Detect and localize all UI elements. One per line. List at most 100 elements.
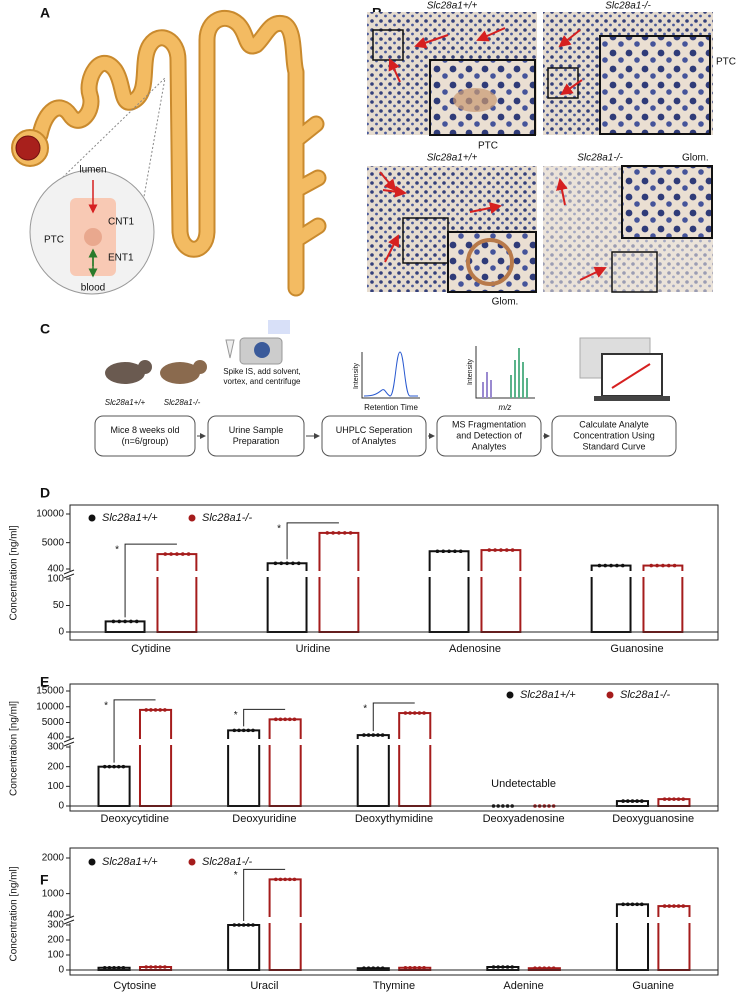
data-point bbox=[232, 728, 237, 733]
cnt1-label: CNT1 bbox=[108, 217, 135, 228]
data-point bbox=[501, 965, 505, 969]
step-box bbox=[551, 415, 677, 457]
significance-label: * bbox=[234, 710, 238, 721]
genotype-label: Slc28a1-/- bbox=[577, 153, 623, 164]
y-tick-label: 50 bbox=[53, 600, 65, 611]
bar bbox=[657, 905, 691, 971]
data-point bbox=[292, 877, 297, 882]
step-text: Concentration Using bbox=[573, 430, 655, 440]
spectrum-peaks bbox=[510, 348, 528, 398]
data-point bbox=[635, 902, 639, 907]
y-tick-label: 100 bbox=[47, 781, 64, 792]
data-point bbox=[376, 966, 380, 970]
y-tick-label: 400 bbox=[47, 910, 64, 921]
data-point bbox=[246, 923, 251, 927]
panel-label: C bbox=[40, 321, 50, 337]
arrow bbox=[558, 29, 581, 48]
mouse bbox=[105, 362, 145, 384]
lumen-label: lumen bbox=[79, 165, 106, 176]
data-point bbox=[380, 966, 385, 970]
prep-note: vortex, and centrifuge bbox=[224, 377, 301, 386]
step-text: UHPLC Seperation bbox=[336, 425, 413, 435]
data-point bbox=[639, 902, 644, 907]
legend-label: Slc28a1+/+ bbox=[520, 689, 576, 701]
data-point bbox=[241, 923, 246, 927]
data-point bbox=[246, 728, 251, 733]
data-point bbox=[667, 797, 672, 801]
legend-marker bbox=[88, 514, 96, 522]
zoom-line bbox=[59, 77, 166, 181]
significance-bracket bbox=[113, 699, 156, 763]
data-point bbox=[681, 904, 686, 908]
data-point bbox=[380, 733, 385, 737]
data-point bbox=[273, 561, 278, 566]
data-point bbox=[458, 549, 463, 554]
step-text: Standard Curve bbox=[582, 441, 645, 451]
x-tick-label: Uracil bbox=[250, 980, 278, 992]
y-axis-label: Concentration [ng/ml] bbox=[9, 866, 20, 961]
data-point bbox=[121, 764, 126, 769]
data-point bbox=[123, 619, 127, 624]
data-point bbox=[505, 965, 510, 969]
data-point bbox=[371, 966, 376, 970]
arrow bbox=[384, 234, 399, 263]
y-tick-label: 15000 bbox=[36, 686, 64, 697]
data-point bbox=[278, 877, 283, 882]
y-tick-label: 200 bbox=[47, 935, 64, 946]
peak bbox=[510, 375, 512, 398]
data-point bbox=[342, 531, 347, 535]
region-label: Glom. bbox=[682, 153, 709, 164]
x-tick-label: Uridine bbox=[296, 643, 331, 655]
ptc-label: PTC bbox=[44, 235, 64, 246]
data-point bbox=[371, 733, 376, 737]
data-point bbox=[417, 711, 422, 715]
break-mark bbox=[63, 915, 75, 921]
arrow bbox=[382, 185, 407, 198]
stain bbox=[453, 88, 497, 112]
step-box bbox=[94, 415, 196, 457]
data-point bbox=[153, 965, 158, 969]
data-point bbox=[331, 531, 335, 535]
data-point bbox=[603, 563, 608, 568]
panel-b: B Slc28a1+/+ Slc28a1-/- PTC PTC Slc28a1+… bbox=[367, 1, 736, 308]
panel-label: A bbox=[40, 5, 50, 21]
data-point bbox=[278, 717, 283, 722]
spectrum-peaks bbox=[482, 372, 492, 398]
laptop-base bbox=[594, 396, 670, 401]
data-point bbox=[288, 877, 292, 882]
step-text: of Analytes bbox=[352, 436, 397, 446]
data-point bbox=[408, 965, 412, 970]
data-point bbox=[487, 548, 492, 552]
cell-nucleus bbox=[84, 228, 102, 246]
data-point bbox=[533, 966, 537, 970]
data-point bbox=[621, 799, 625, 803]
data-point bbox=[169, 552, 173, 556]
data-point bbox=[158, 965, 163, 969]
y-tick-label: 100 bbox=[47, 950, 64, 961]
ent1-label: ENT1 bbox=[108, 253, 134, 264]
bar bbox=[615, 903, 650, 971]
data-point bbox=[453, 549, 457, 554]
legend-label: Slc28a1+/+ bbox=[102, 512, 158, 524]
y-axis-label: Concentration [ng/ml] bbox=[9, 701, 20, 796]
data-point bbox=[655, 563, 659, 568]
legend-label: Slc28a1-/- bbox=[202, 512, 252, 524]
data-point bbox=[635, 799, 639, 803]
y-tick-label: 1000 bbox=[42, 888, 65, 899]
data-point bbox=[625, 902, 630, 907]
data-point bbox=[639, 799, 644, 803]
significance-bracket bbox=[243, 868, 286, 921]
data-point bbox=[288, 717, 292, 722]
step-text: Analytes bbox=[472, 441, 507, 451]
zoom-box bbox=[611, 251, 658, 293]
data-point bbox=[412, 711, 417, 715]
y-tick-label: 10000 bbox=[36, 509, 64, 520]
plot-frame bbox=[69, 847, 719, 976]
data-point bbox=[163, 965, 167, 969]
data-point bbox=[102, 965, 107, 970]
region-label: PTC bbox=[716, 57, 736, 68]
stain bbox=[466, 238, 514, 286]
x-tick-label: Adenine bbox=[503, 980, 543, 992]
step-text: and Detection of bbox=[456, 430, 522, 440]
